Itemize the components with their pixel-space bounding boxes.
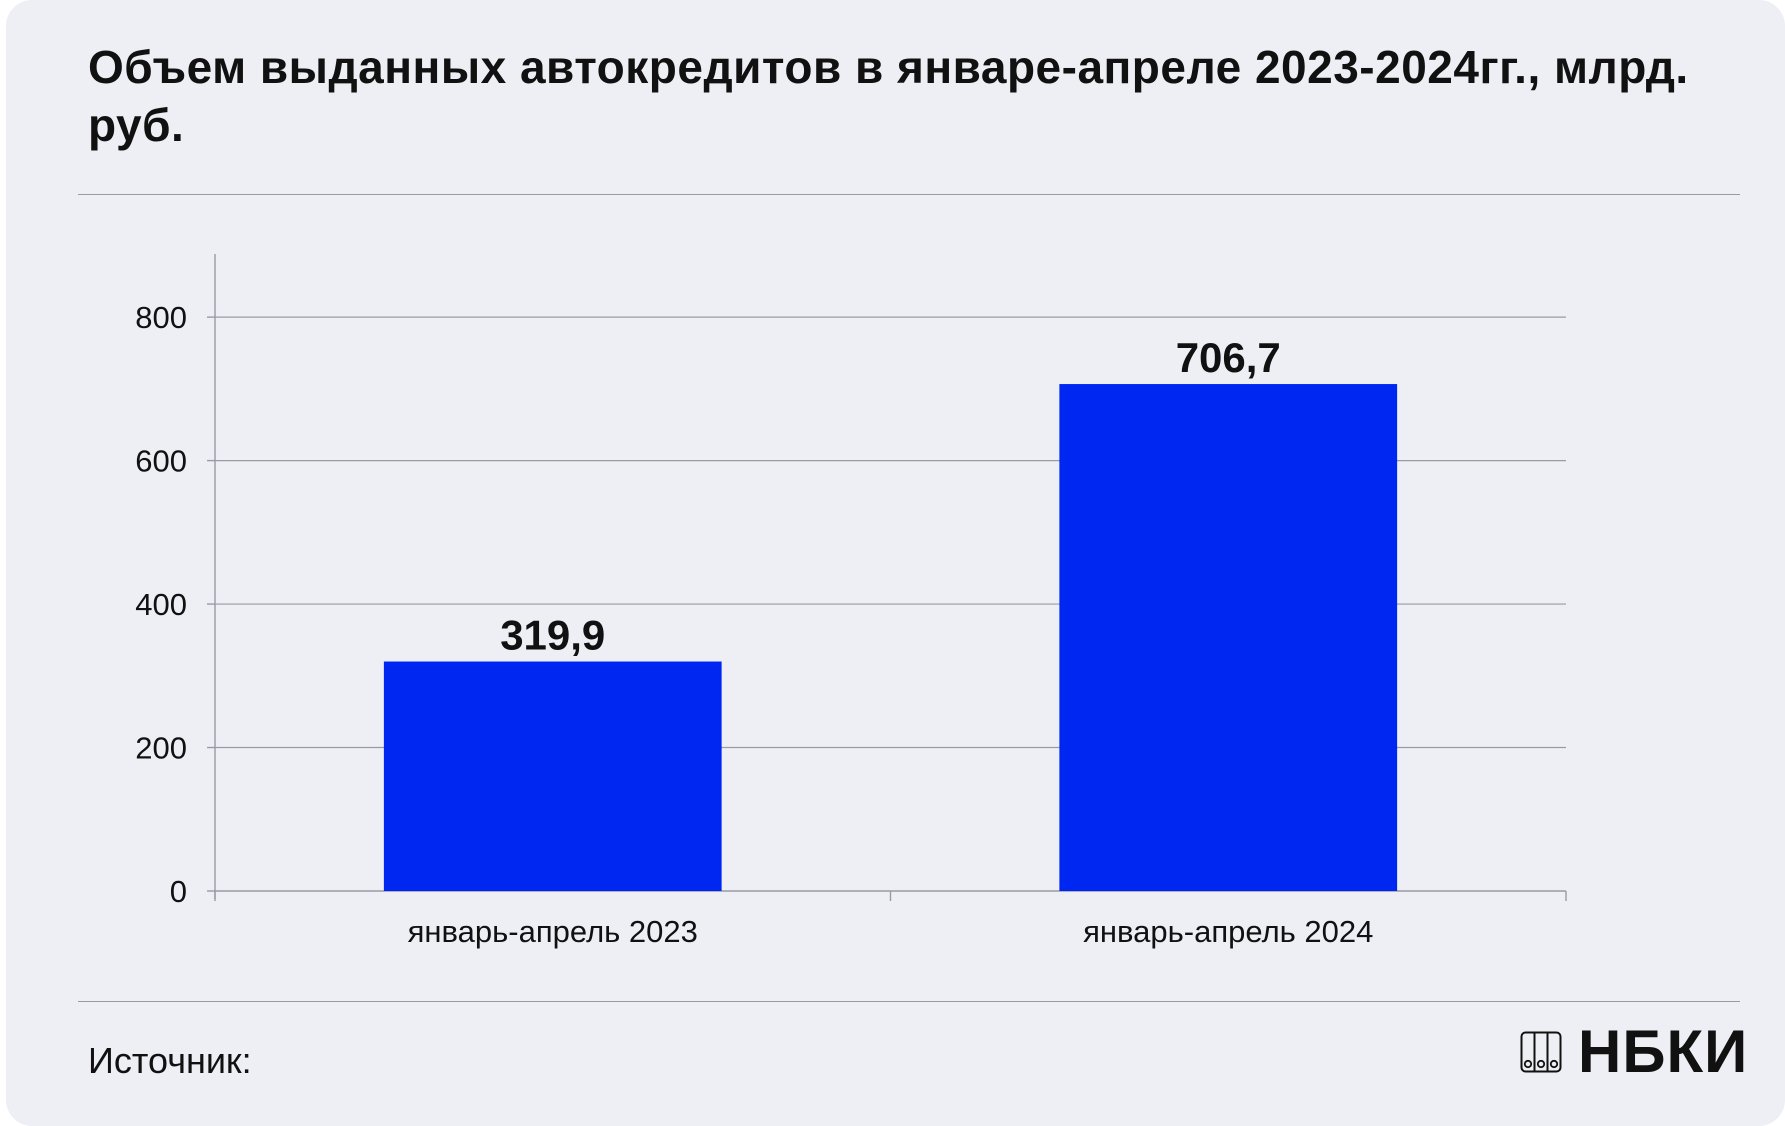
x-category-label: январь-апрель 2023 [408, 914, 698, 949]
y-tick-label: 400 [135, 587, 187, 622]
chart-card: Объем выданных автокредитов в январе-апр… [6, 0, 1785, 1126]
source-label: Источник: [88, 1040, 252, 1081]
bar [383, 661, 722, 891]
y-tick-label: 200 [135, 731, 187, 766]
bottom-divider [78, 1001, 1740, 1002]
y-tick-label: 600 [135, 444, 187, 479]
nbki-logo: НБКИ [1520, 1022, 1748, 1082]
logo-text: НБКИ [1578, 1018, 1749, 1085]
nbki-logo-icon [1520, 1031, 1562, 1073]
bar-value-label: 706,7 [1176, 334, 1281, 381]
bar [1059, 384, 1398, 891]
top-divider [78, 194, 1740, 195]
y-tick-label: 0 [170, 874, 187, 909]
x-category-label: январь-апрель 2024 [1083, 914, 1373, 949]
bar-value-label: 319,9 [500, 612, 605, 659]
chart-title: Объем выданных автокредитов в январе-апр… [88, 41, 1689, 151]
bar-chart: 0 200 400 600 800 319,9 январь-апрель 2023 706,… [135, 254, 1567, 949]
y-tick-label: 800 [135, 300, 187, 335]
